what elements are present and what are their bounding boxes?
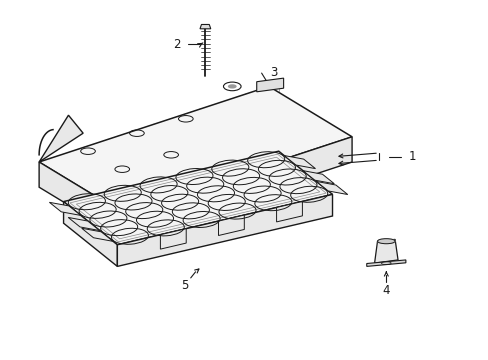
Polygon shape bbox=[200, 24, 210, 29]
Polygon shape bbox=[81, 228, 113, 241]
Ellipse shape bbox=[377, 239, 394, 244]
Polygon shape bbox=[374, 239, 397, 263]
Polygon shape bbox=[49, 202, 81, 215]
Text: 1: 1 bbox=[407, 150, 415, 163]
Polygon shape bbox=[39, 86, 351, 212]
Polygon shape bbox=[68, 217, 100, 230]
Text: 4: 4 bbox=[382, 284, 389, 297]
Polygon shape bbox=[63, 202, 117, 266]
Ellipse shape bbox=[227, 84, 236, 89]
Polygon shape bbox=[39, 162, 122, 238]
Polygon shape bbox=[160, 229, 186, 249]
Polygon shape bbox=[284, 156, 315, 168]
Polygon shape bbox=[302, 171, 334, 184]
Polygon shape bbox=[316, 181, 347, 194]
Text: 5: 5 bbox=[181, 279, 188, 292]
Text: 2: 2 bbox=[173, 38, 181, 51]
Polygon shape bbox=[256, 78, 283, 92]
Polygon shape bbox=[117, 194, 332, 266]
Polygon shape bbox=[276, 202, 302, 222]
Polygon shape bbox=[63, 151, 332, 245]
Polygon shape bbox=[218, 215, 244, 235]
Polygon shape bbox=[122, 137, 351, 238]
Polygon shape bbox=[366, 260, 405, 266]
Polygon shape bbox=[39, 115, 83, 162]
Text: 3: 3 bbox=[270, 66, 277, 78]
